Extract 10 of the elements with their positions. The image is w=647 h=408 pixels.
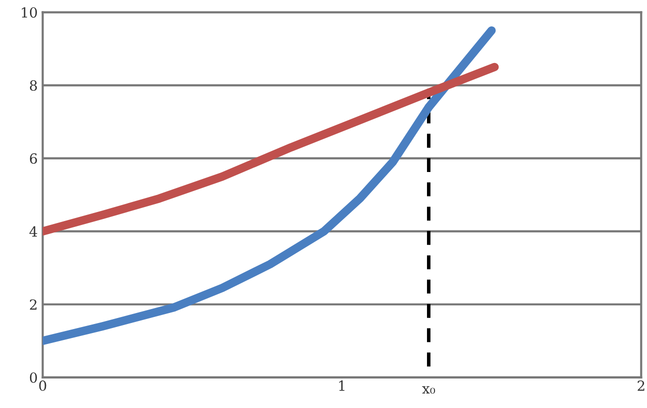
x-tick-label: 2 <box>638 380 644 391</box>
y-tick-label: 8 <box>30 80 37 91</box>
y-tick-label: 6 <box>30 153 37 164</box>
y-tick-label: 0 <box>30 372 37 383</box>
x-tick-label: 1 <box>339 380 344 391</box>
ref-line-label: x₀ <box>422 386 436 394</box>
y-tick-label: 2 <box>30 299 36 310</box>
x-tick-label: 0 <box>39 380 46 391</box>
y-tick-label: 4 <box>29 226 38 237</box>
y-tick-label: 10 <box>22 7 37 18</box>
